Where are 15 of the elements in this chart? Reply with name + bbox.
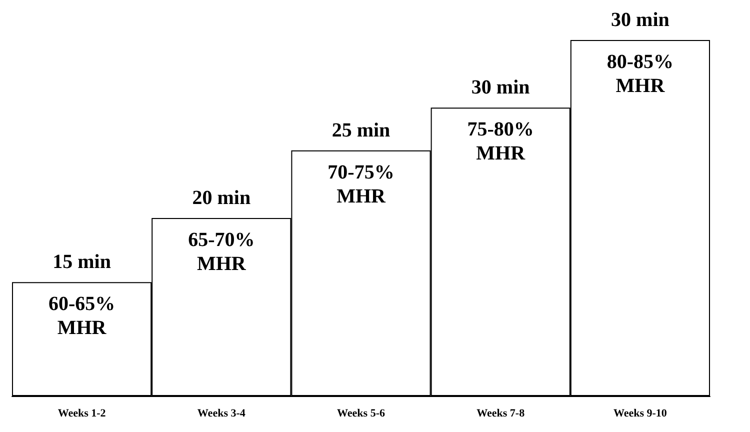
annotation: 20 min	[192, 187, 251, 209]
annotation: 30 min	[471, 76, 530, 99]
annotation: 60-65% MHR	[48, 293, 116, 340]
annotation: 15 min	[52, 251, 111, 274]
annotation: 80-85% MHR	[606, 51, 674, 97]
x-tick-label: Weeks 7-8	[476, 408, 526, 420]
x-tick-label: Weeks 1-2	[58, 408, 106, 420]
annotation: 25 min	[332, 119, 390, 142]
x-tick-label: Weeks 3-4	[197, 408, 246, 420]
annotation: 75-80% MHR	[467, 118, 534, 165]
x-tick-label: Weeks 9-10	[613, 408, 668, 420]
annotation: 70-75% MHR	[328, 161, 394, 208]
x-tick-label: Weeks 5-6	[337, 408, 386, 420]
text: 30 min	[611, 9, 670, 31]
annotation: 65-70% MHR	[188, 229, 255, 275]
